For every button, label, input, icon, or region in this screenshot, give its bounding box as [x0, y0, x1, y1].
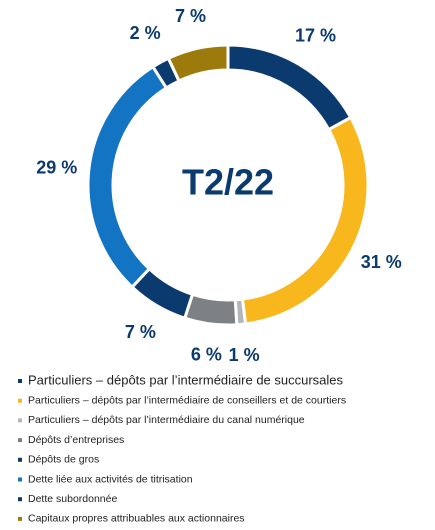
value-label: 2 % — [130, 23, 161, 43]
donut-slice — [166, 43, 230, 83]
legend-swatch — [18, 477, 22, 482]
legend-label: Particuliers – dépôts par l’intermédiair… — [28, 394, 346, 406]
legend-label: Dépôts d’entreprises — [28, 434, 124, 446]
donut-slice — [240, 115, 370, 326]
value-label: 1 % — [229, 345, 260, 365]
legend-label: Dépôts de gros — [28, 454, 99, 466]
legend-swatch — [18, 438, 22, 443]
legend-label: Dette liée aux activités de titrisation — [28, 473, 193, 485]
legend-swatch — [18, 516, 22, 521]
value-label: 31 % — [361, 252, 402, 272]
legend-label: Particuliers – dépôts par l’intermédiair… — [28, 372, 344, 387]
value-label: 7 % — [125, 322, 156, 342]
legend-swatch — [18, 418, 22, 423]
legend-swatch — [18, 497, 22, 502]
value-label: 6 % — [191, 344, 222, 364]
legend-label: Dette subordonnée — [28, 493, 117, 505]
donut-slice — [226, 43, 353, 132]
legend-swatch — [18, 379, 22, 383]
value-label: 29 % — [36, 158, 77, 178]
value-label: 17 % — [295, 26, 336, 46]
legend-label: Capitaux propres attribuables aux action… — [28, 513, 245, 525]
value-label: 7 % — [175, 6, 206, 26]
legend-swatch — [18, 398, 22, 403]
legend-swatch — [18, 457, 22, 462]
legend-label: Particuliers – dépôts par l’intermédiair… — [28, 414, 305, 426]
donut-slice — [86, 64, 169, 290]
center-label: T2/22 — [182, 162, 274, 203]
